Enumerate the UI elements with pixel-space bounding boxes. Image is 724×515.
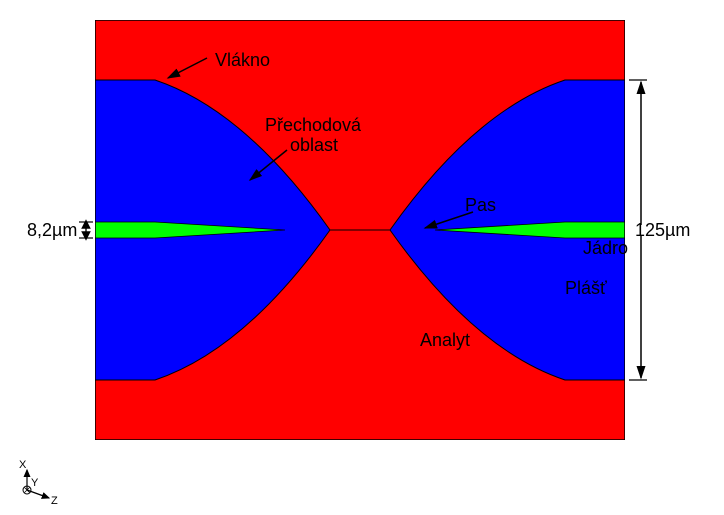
label-plast: Plášť	[565, 278, 607, 299]
fiber-taper-diagram: Vlákno Přechodová oblast Pas Jádro Plášť…	[95, 20, 625, 440]
diagram-svg	[95, 20, 625, 440]
svg-text:X: X	[19, 460, 27, 471]
label-vlakno: Vlákno	[215, 50, 270, 71]
label-analyt: Analyt	[420, 330, 470, 351]
label-pas: Pas	[465, 195, 496, 216]
label-prechodova: Přechodová	[265, 115, 361, 136]
axis-indicator: XYZ	[15, 460, 75, 510]
label-jadro: Jádro	[583, 238, 628, 259]
label-oblast: oblast	[290, 135, 338, 156]
svg-text:Z: Z	[51, 495, 58, 507]
svg-text:Y: Y	[31, 477, 39, 489]
dim-bracket-left	[77, 212, 117, 252]
dim-bracket-right	[629, 75, 669, 395]
dim-core-height: 8,2µm	[27, 220, 77, 241]
